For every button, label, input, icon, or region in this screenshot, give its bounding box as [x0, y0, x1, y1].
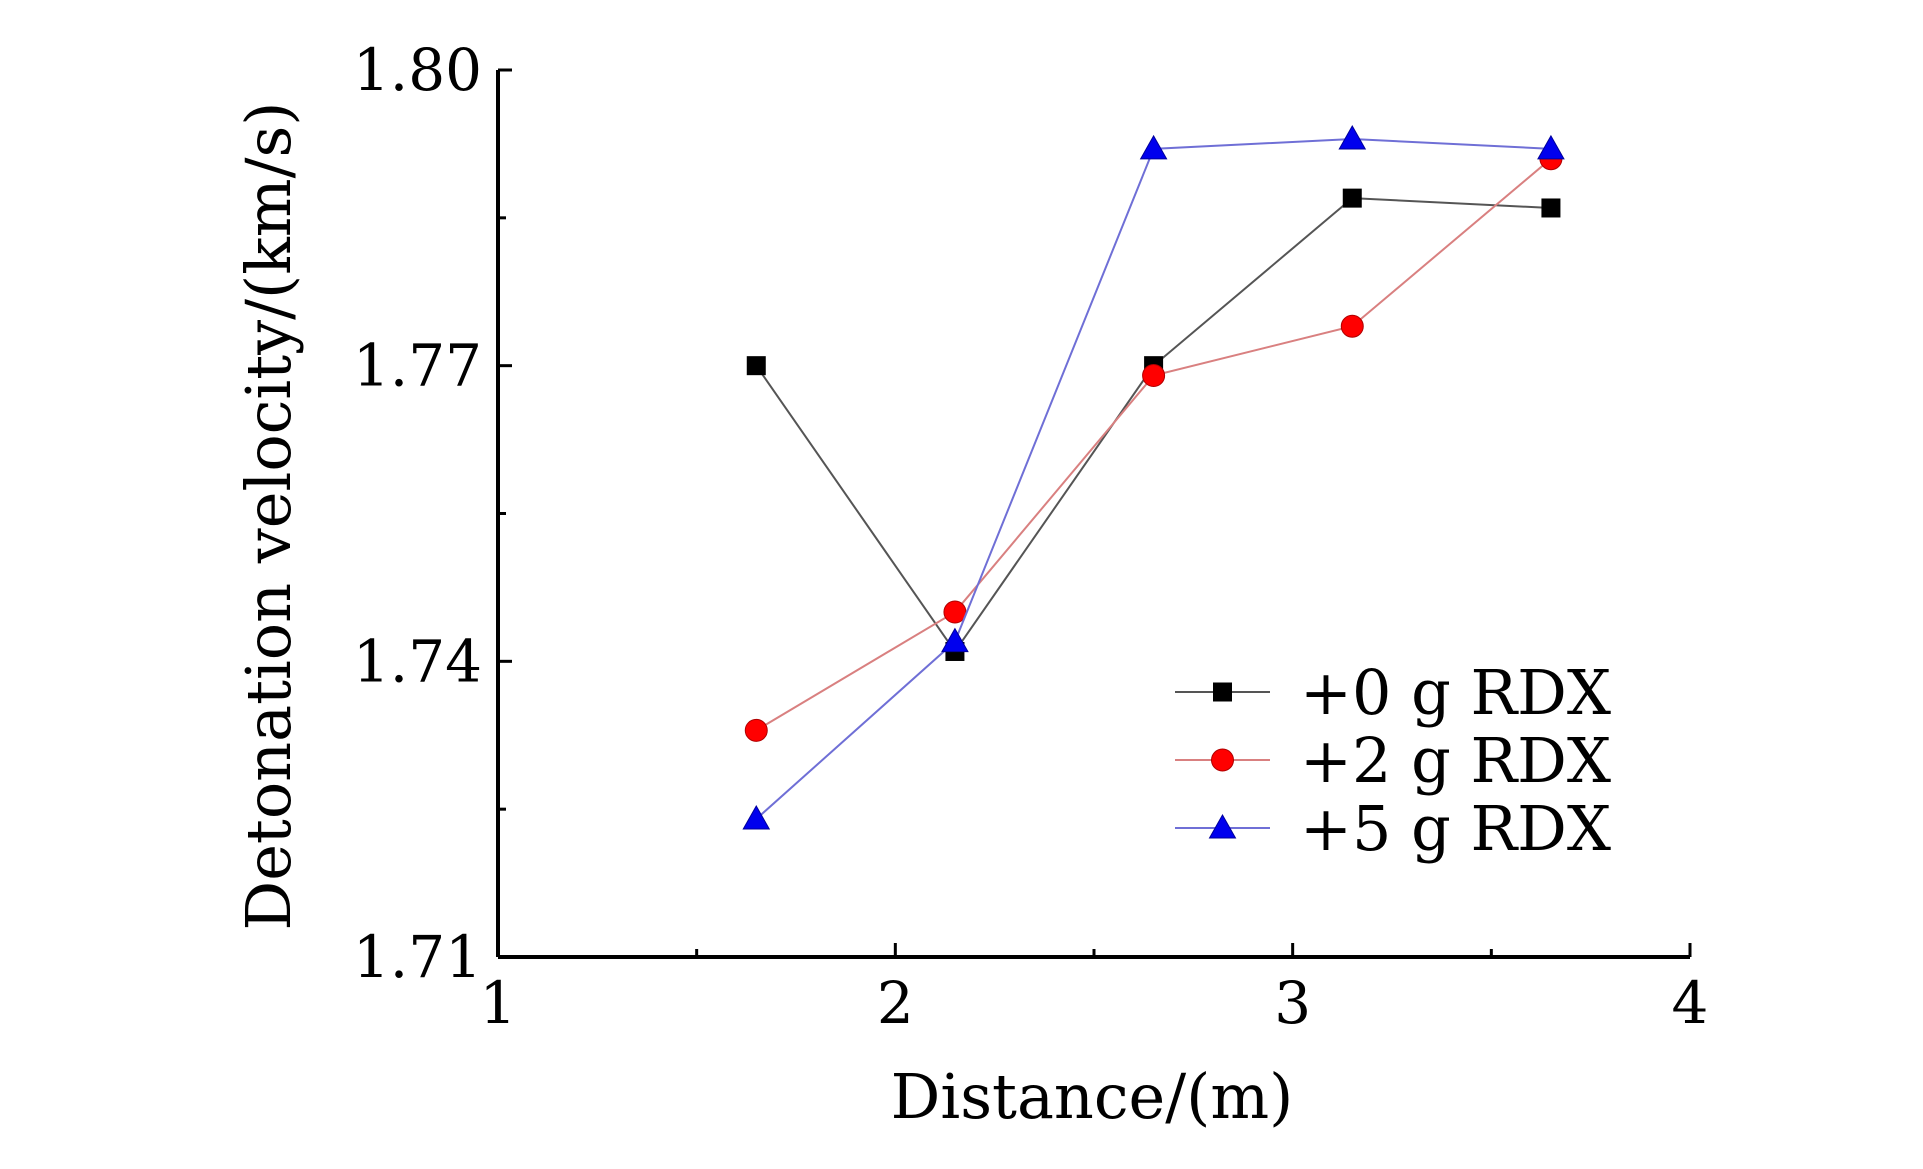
- legend-marker: [1208, 813, 1237, 839]
- series-line-square: [755, 197, 1551, 654]
- x-tick-label: 2: [877, 969, 914, 1037]
- legend-label: +5 g RDX: [1300, 792, 1611, 865]
- legend-item-circle: +2 g RDX: [1175, 724, 1611, 797]
- x-tick-label: 3: [1274, 969, 1311, 1037]
- data-point-circle: [943, 600, 967, 624]
- series-circle: [744, 147, 1563, 742]
- data-point-triangle: [1139, 134, 1168, 160]
- y-tick-label: 1.77: [353, 332, 482, 400]
- data-point-triangle: [941, 627, 969, 653]
- y-tick-label: 1.80: [353, 36, 482, 104]
- legend: +0 g RDX+2 g RDX+5 g RDX: [1175, 656, 1611, 865]
- data-point-square: [1541, 198, 1561, 218]
- legend-marker: [1211, 748, 1234, 772]
- series-triangle: [742, 124, 1565, 830]
- legend-item-triangle: +5 g RDX: [1175, 792, 1611, 865]
- axes: 1 2 3 4 1.71 1.74 1.77 1.80: [353, 36, 1709, 1037]
- series-square: [746, 188, 1561, 661]
- legend-marker: [1213, 682, 1232, 702]
- series-line-circle: [755, 157, 1552, 732]
- y-tick-label: 1.71: [353, 923, 482, 991]
- data-point-square: [746, 356, 766, 376]
- data-point-square: [1342, 188, 1362, 208]
- data-point-circle: [1142, 364, 1166, 388]
- x-axis-title: Distance/(m): [891, 1060, 1294, 1133]
- data-point-triangle: [1338, 124, 1367, 150]
- x-tick-label: 4: [1672, 969, 1709, 1037]
- y-axis-title: Detonation velocity/(km/s): [232, 102, 305, 931]
- data-point-circle: [744, 718, 768, 742]
- data-point-circle: [1340, 314, 1364, 338]
- x-tick-label: 1: [480, 969, 517, 1037]
- y-tick-label: 1.74: [353, 627, 482, 695]
- legend-item-square: +0 g RDX: [1175, 656, 1611, 729]
- data-point-triangle: [1537, 134, 1565, 160]
- legend-label: +0 g RDX: [1300, 656, 1611, 729]
- data-point-triangle: [742, 805, 771, 830]
- legend-label: +2 g RDX: [1300, 724, 1611, 797]
- series-layer: [742, 124, 1565, 830]
